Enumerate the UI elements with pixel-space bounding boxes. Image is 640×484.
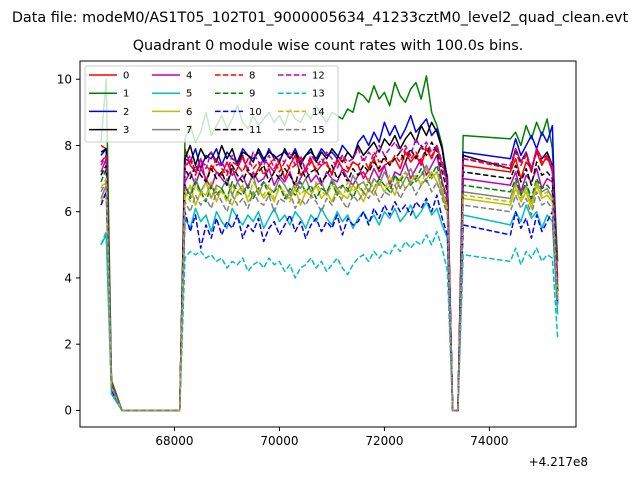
y-tick-label-0: 0 [64,404,72,418]
x-offset-label: +4.217e8 [529,455,588,469]
x-tick-label-2: 72000 [365,434,403,448]
legend-label-4: 4 [186,71,192,82]
legend-label-2: 2 [123,107,129,118]
y-tick-label-1: 2 [64,337,72,351]
x-tick-label-3: 74000 [470,434,508,448]
legend-label-8: 8 [249,71,255,82]
legend-label-7: 7 [186,125,192,136]
legend-label-11: 11 [249,125,262,136]
x-tick-label-1: 70000 [260,434,298,448]
legend-label-6: 6 [186,107,192,118]
legend-label-0: 0 [123,71,129,82]
chart-title: Quadrant 0 module wise count rates with … [133,38,524,54]
series-line-15 [100,177,559,412]
axes-frame [79,60,577,428]
legend-label-9: 9 [249,89,255,100]
legend-box [84,65,339,143]
legend-label-1: 1 [123,89,129,100]
y-tick-label-2: 4 [64,271,72,285]
legend-label-5: 5 [186,89,192,100]
series-line-13 [100,230,559,412]
legend-label-14: 14 [312,107,325,118]
y-tick-label-4: 8 [64,139,72,153]
series-lines [100,75,559,412]
x-tick-label-0: 68000 [155,434,193,448]
legend-label-3: 3 [123,125,129,136]
legend-label-12: 12 [312,71,325,82]
y-tick-label-3: 6 [64,205,72,219]
legend-label-15: 15 [312,125,325,136]
series-line-8 [100,144,559,412]
legend-label-10: 10 [249,107,262,118]
legend-label-13: 13 [312,89,325,100]
figure-suptitle: Data file: modeM0/AS1T05_102T01_90000056… [12,10,629,26]
y-tick-label-5: 10 [57,73,72,87]
